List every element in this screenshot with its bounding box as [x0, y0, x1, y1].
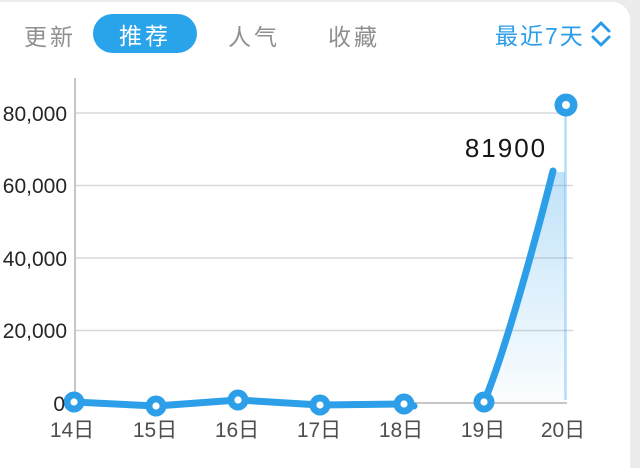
x-axis-label-14: 14日	[50, 419, 94, 442]
data-point-15[interactable]	[145, 395, 167, 417]
data-point-14[interactable]	[63, 391, 85, 413]
x-axis-label-17: 17日	[297, 419, 341, 442]
x-axis-label-16: 16日	[215, 419, 259, 442]
x-axis-label-20: 20日	[541, 419, 585, 442]
x-axis-label-19: 19日	[461, 419, 505, 442]
y-axis-tick-0: 0	[53, 393, 65, 416]
y-axis-tick-40000: 40,000	[3, 248, 67, 271]
tab-favorites[interactable]: 收藏	[328, 24, 380, 50]
tab-recommend[interactable]: 推荐	[93, 14, 197, 53]
data-point-20-peak[interactable]	[554, 93, 578, 117]
data-point-18[interactable]	[393, 393, 415, 415]
tab-update[interactable]: 更新	[24, 24, 76, 50]
x-axis-label-18: 18日	[379, 419, 423, 442]
y-axis-tick-60000: 60,000	[3, 175, 67, 198]
tab-recommend-label: 推荐	[119, 22, 171, 49]
updown-chevron-icon	[591, 21, 611, 47]
y-axis-tick-80000: 80,000	[3, 103, 67, 126]
peak-value-label: 81900	[465, 133, 547, 163]
date-range-selector[interactable]: 最近7天	[495, 17, 612, 51]
date-range-label: 最近7天	[495, 23, 585, 49]
y-axis-tick-20000: 20,000	[3, 320, 67, 343]
x-axis-label-15: 15日	[133, 419, 177, 442]
data-point-17[interactable]	[309, 394, 331, 416]
data-point-19[interactable]	[473, 391, 495, 413]
series-line-rising	[480, 167, 557, 406]
tab-popularity[interactable]: 人气	[228, 24, 280, 50]
data-point-16[interactable]	[227, 389, 249, 411]
